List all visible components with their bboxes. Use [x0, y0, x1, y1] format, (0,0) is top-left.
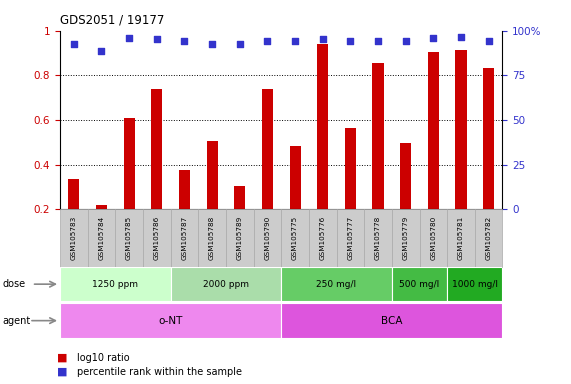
Point	[69, 41, 78, 47]
Point	[97, 48, 106, 54]
Bar	[234, 186, 246, 209]
Bar	[317, 44, 328, 209]
Bar	[143, 209, 171, 267]
Text: GSM105787: GSM105787	[182, 216, 187, 260]
Bar	[483, 68, 494, 209]
Text: 2000 ppm: 2000 ppm	[203, 280, 249, 289]
Text: percentile rank within the sample: percentile rank within the sample	[77, 367, 242, 377]
Point	[401, 38, 410, 44]
Bar	[282, 303, 502, 338]
Bar	[456, 50, 467, 209]
Bar	[262, 89, 273, 209]
Bar	[392, 209, 420, 267]
Text: GSM105778: GSM105778	[375, 216, 381, 260]
Bar	[282, 267, 392, 301]
Point	[373, 38, 383, 44]
Bar	[115, 209, 143, 267]
Bar	[60, 209, 87, 267]
Bar	[372, 63, 384, 209]
Text: ■: ■	[57, 353, 67, 363]
Bar	[309, 209, 336, 267]
Bar	[392, 267, 447, 301]
Bar	[447, 267, 502, 301]
Text: GSM105775: GSM105775	[292, 216, 298, 260]
Point	[346, 38, 355, 44]
Text: agent: agent	[3, 316, 31, 326]
Point	[124, 35, 134, 41]
Text: o-NT: o-NT	[158, 316, 183, 326]
Text: GSM105783: GSM105783	[71, 216, 77, 260]
Text: GSM105781: GSM105781	[458, 216, 464, 260]
Bar	[428, 52, 439, 209]
Bar	[336, 209, 364, 267]
Bar	[171, 209, 198, 267]
Bar	[364, 209, 392, 267]
Text: GSM105776: GSM105776	[320, 216, 325, 260]
Bar	[282, 209, 309, 267]
Point	[291, 38, 300, 44]
Text: 250 mg/l: 250 mg/l	[316, 280, 357, 289]
Text: GDS2051 / 19177: GDS2051 / 19177	[60, 13, 164, 26]
Text: GSM105777: GSM105777	[347, 216, 353, 260]
Point	[235, 41, 244, 47]
Bar	[60, 267, 171, 301]
Text: 500 mg/l: 500 mg/l	[399, 280, 440, 289]
Text: GSM105780: GSM105780	[431, 216, 436, 260]
Bar	[475, 209, 502, 267]
Text: 1250 ppm: 1250 ppm	[93, 280, 138, 289]
Point	[152, 36, 162, 42]
Bar	[289, 146, 300, 209]
Point	[429, 35, 438, 41]
Text: GSM105779: GSM105779	[403, 216, 409, 260]
Bar	[254, 209, 282, 267]
Text: ■: ■	[57, 367, 67, 377]
Text: GSM105788: GSM105788	[209, 216, 215, 260]
Point	[484, 38, 493, 44]
Bar	[171, 267, 282, 301]
Text: GSM105782: GSM105782	[486, 216, 492, 260]
Bar	[345, 128, 356, 209]
Text: log10 ratio: log10 ratio	[77, 353, 130, 363]
Text: BCA: BCA	[381, 316, 403, 326]
Point	[207, 41, 216, 47]
Bar	[151, 89, 162, 209]
Text: GSM105784: GSM105784	[98, 216, 104, 260]
Bar	[226, 209, 254, 267]
Text: GSM105785: GSM105785	[126, 216, 132, 260]
Text: dose: dose	[3, 279, 26, 289]
Point	[180, 38, 189, 44]
Point	[263, 38, 272, 44]
Text: GSM105789: GSM105789	[237, 216, 243, 260]
Bar	[207, 141, 218, 209]
Text: GSM105790: GSM105790	[264, 216, 271, 260]
Bar	[400, 144, 411, 209]
Bar	[198, 209, 226, 267]
Text: GSM105786: GSM105786	[154, 216, 160, 260]
Point	[456, 34, 465, 40]
Bar	[60, 303, 282, 338]
Bar	[123, 118, 135, 209]
Text: 1000 mg/l: 1000 mg/l	[452, 280, 498, 289]
Bar	[96, 205, 107, 209]
Bar	[87, 209, 115, 267]
Bar	[179, 170, 190, 209]
Bar	[69, 179, 79, 209]
Bar	[420, 209, 447, 267]
Bar	[447, 209, 475, 267]
Point	[318, 36, 327, 42]
